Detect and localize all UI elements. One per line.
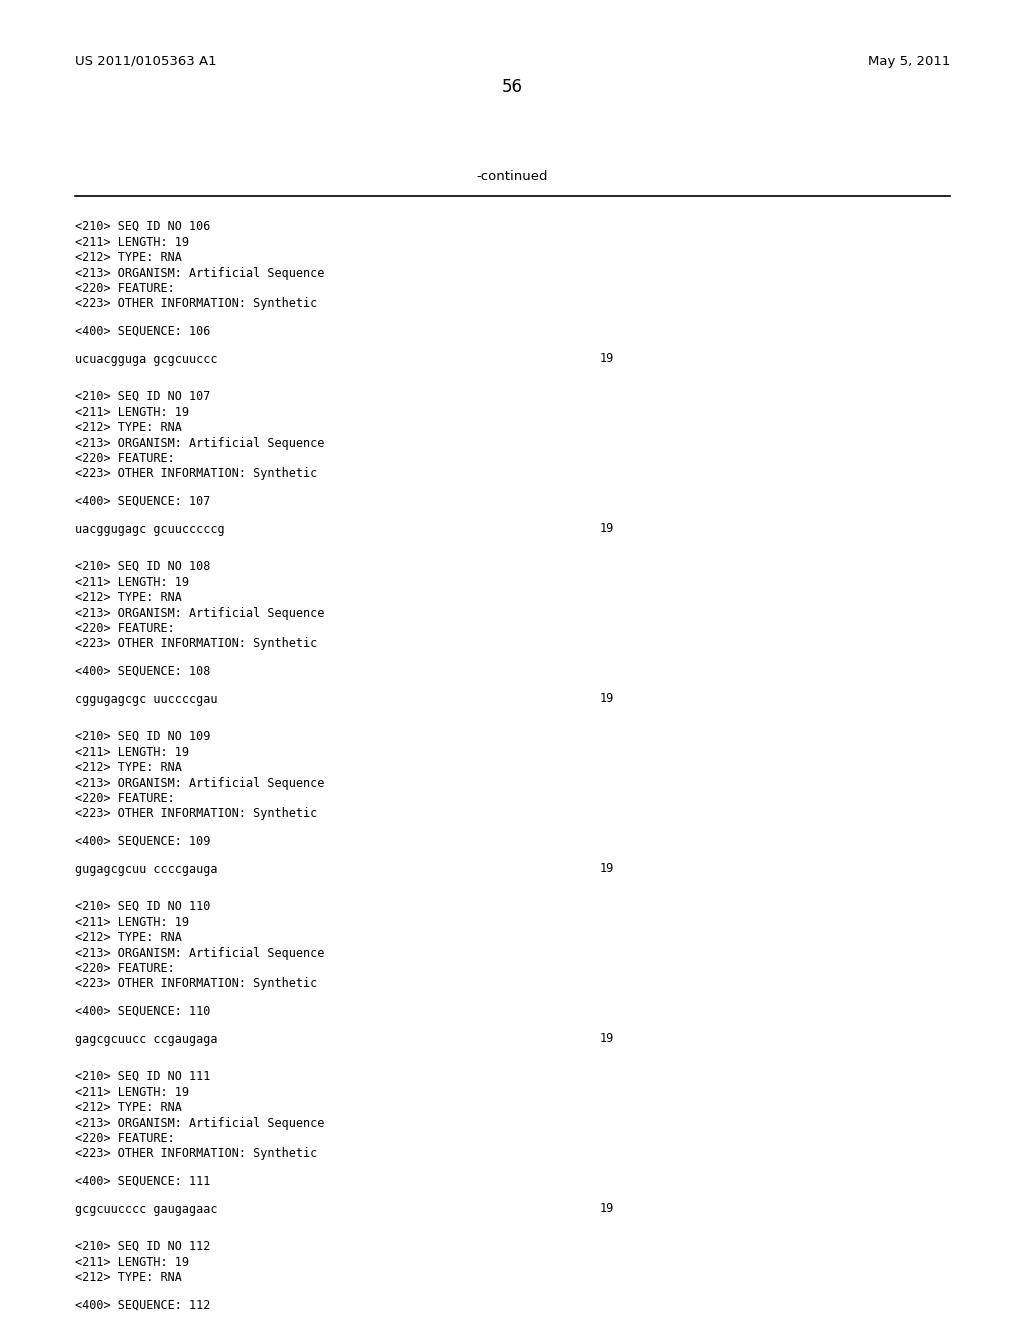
Text: <212> TYPE: RNA: <212> TYPE: RNA: [75, 1101, 182, 1114]
Text: <211> LENGTH: 19: <211> LENGTH: 19: [75, 576, 189, 589]
Text: <400> SEQUENCE: 111: <400> SEQUENCE: 111: [75, 1175, 210, 1188]
Text: <210> SEQ ID NO 112: <210> SEQ ID NO 112: [75, 1239, 210, 1253]
Text: <400> SEQUENCE: 106: <400> SEQUENCE: 106: [75, 325, 210, 338]
Text: 19: 19: [600, 352, 614, 366]
Text: gcgcuucccc gaugagaac: gcgcuucccc gaugagaac: [75, 1203, 217, 1216]
Text: <212> TYPE: RNA: <212> TYPE: RNA: [75, 591, 182, 605]
Text: 56: 56: [502, 78, 522, 96]
Text: <212> TYPE: RNA: <212> TYPE: RNA: [75, 421, 182, 434]
Text: <210> SEQ ID NO 110: <210> SEQ ID NO 110: [75, 900, 210, 913]
Text: May 5, 2011: May 5, 2011: [867, 55, 950, 69]
Text: <212> TYPE: RNA: <212> TYPE: RNA: [75, 931, 182, 944]
Text: <210> SEQ ID NO 107: <210> SEQ ID NO 107: [75, 389, 210, 403]
Text: <223> OTHER INFORMATION: Synthetic: <223> OTHER INFORMATION: Synthetic: [75, 978, 317, 990]
Text: <223> OTHER INFORMATION: Synthetic: <223> OTHER INFORMATION: Synthetic: [75, 808, 317, 821]
Text: <213> ORGANISM: Artificial Sequence: <213> ORGANISM: Artificial Sequence: [75, 946, 325, 960]
Text: <400> SEQUENCE: 110: <400> SEQUENCE: 110: [75, 1005, 210, 1018]
Text: 19: 19: [600, 693, 614, 705]
Text: gugagcgcuu ccccgauga: gugagcgcuu ccccgauga: [75, 862, 217, 875]
Text: <211> LENGTH: 19: <211> LENGTH: 19: [75, 1085, 189, 1098]
Text: ucuacgguga gcgcuuccc: ucuacgguga gcgcuuccc: [75, 352, 217, 366]
Text: <213> ORGANISM: Artificial Sequence: <213> ORGANISM: Artificial Sequence: [75, 437, 325, 450]
Text: <211> LENGTH: 19: <211> LENGTH: 19: [75, 405, 189, 418]
Text: <220> FEATURE:: <220> FEATURE:: [75, 792, 175, 805]
Text: <220> FEATURE:: <220> FEATURE:: [75, 451, 175, 465]
Text: <400> SEQUENCE: 108: <400> SEQUENCE: 108: [75, 665, 210, 678]
Text: 19: 19: [600, 1032, 614, 1045]
Text: <213> ORGANISM: Artificial Sequence: <213> ORGANISM: Artificial Sequence: [75, 267, 325, 280]
Text: <223> OTHER INFORMATION: Synthetic: <223> OTHER INFORMATION: Synthetic: [75, 467, 317, 480]
Text: <213> ORGANISM: Artificial Sequence: <213> ORGANISM: Artificial Sequence: [75, 776, 325, 789]
Text: 19: 19: [600, 1203, 614, 1216]
Text: <210> SEQ ID NO 106: <210> SEQ ID NO 106: [75, 220, 210, 234]
Text: <220> FEATURE:: <220> FEATURE:: [75, 962, 175, 975]
Text: gagcgcuucc ccgaugaga: gagcgcuucc ccgaugaga: [75, 1032, 217, 1045]
Text: <211> LENGTH: 19: <211> LENGTH: 19: [75, 746, 189, 759]
Text: <212> TYPE: RNA: <212> TYPE: RNA: [75, 1271, 182, 1284]
Text: <400> SEQUENCE: 112: <400> SEQUENCE: 112: [75, 1299, 210, 1312]
Text: -continued: -continued: [476, 170, 548, 183]
Text: <213> ORGANISM: Artificial Sequence: <213> ORGANISM: Artificial Sequence: [75, 606, 325, 619]
Text: <400> SEQUENCE: 107: <400> SEQUENCE: 107: [75, 495, 210, 508]
Text: <210> SEQ ID NO 109: <210> SEQ ID NO 109: [75, 730, 210, 743]
Text: <400> SEQUENCE: 109: <400> SEQUENCE: 109: [75, 836, 210, 847]
Text: US 2011/0105363 A1: US 2011/0105363 A1: [75, 55, 217, 69]
Text: <223> OTHER INFORMATION: Synthetic: <223> OTHER INFORMATION: Synthetic: [75, 1147, 317, 1160]
Text: <223> OTHER INFORMATION: Synthetic: <223> OTHER INFORMATION: Synthetic: [75, 297, 317, 310]
Text: 19: 19: [600, 523, 614, 536]
Text: <211> LENGTH: 19: <211> LENGTH: 19: [75, 235, 189, 248]
Text: <210> SEQ ID NO 111: <210> SEQ ID NO 111: [75, 1071, 210, 1082]
Text: cggugagcgc uuccccgau: cggugagcgc uuccccgau: [75, 693, 217, 705]
Text: <223> OTHER INFORMATION: Synthetic: <223> OTHER INFORMATION: Synthetic: [75, 638, 317, 651]
Text: <220> FEATURE:: <220> FEATURE:: [75, 1133, 175, 1144]
Text: <210> SEQ ID NO 108: <210> SEQ ID NO 108: [75, 560, 210, 573]
Text: <211> LENGTH: 19: <211> LENGTH: 19: [75, 1255, 189, 1269]
Text: <220> FEATURE:: <220> FEATURE:: [75, 282, 175, 294]
Text: <212> TYPE: RNA: <212> TYPE: RNA: [75, 251, 182, 264]
Text: 19: 19: [600, 862, 614, 875]
Text: uacggugagc gcuucccccg: uacggugagc gcuucccccg: [75, 523, 224, 536]
Text: <213> ORGANISM: Artificial Sequence: <213> ORGANISM: Artificial Sequence: [75, 1117, 325, 1130]
Text: <220> FEATURE:: <220> FEATURE:: [75, 622, 175, 635]
Text: <211> LENGTH: 19: <211> LENGTH: 19: [75, 916, 189, 928]
Text: <212> TYPE: RNA: <212> TYPE: RNA: [75, 762, 182, 774]
